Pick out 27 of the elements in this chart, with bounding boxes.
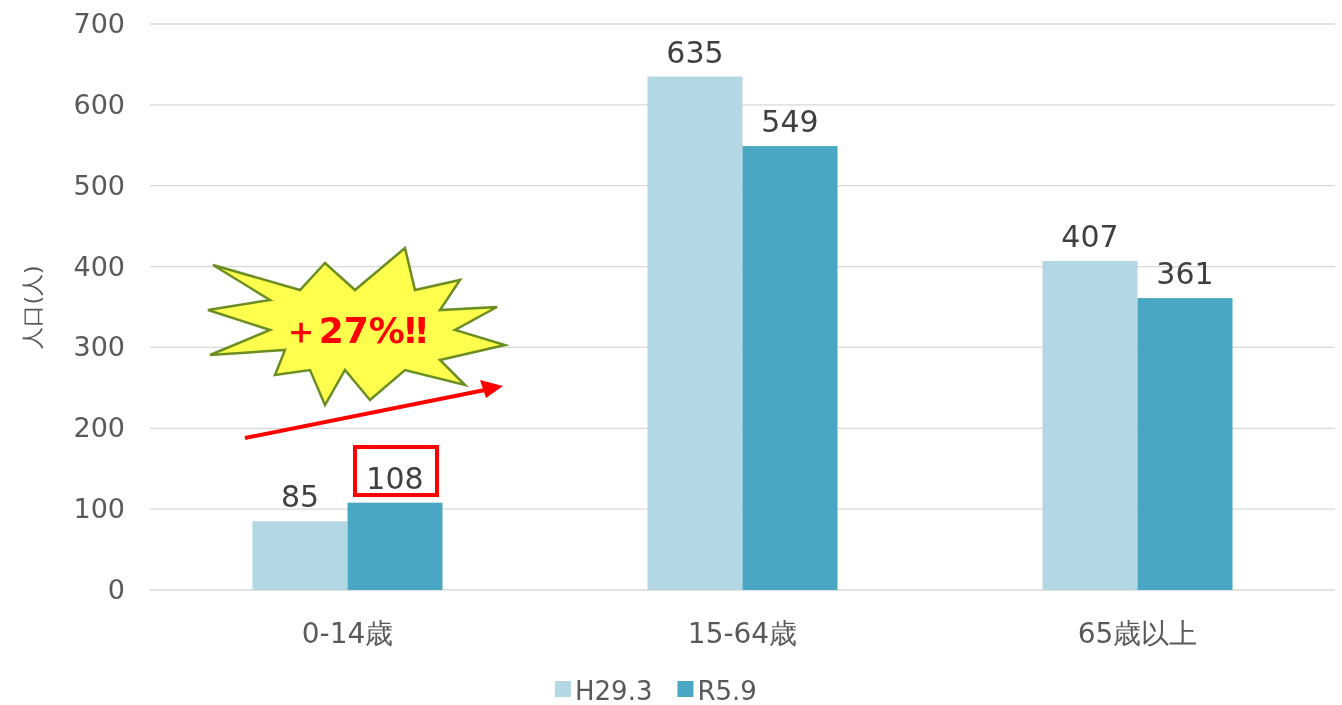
x-tick-label: 15-64歳 — [687, 617, 798, 650]
y-tick-label: 300 — [73, 331, 125, 363]
x-tick-label: 0-14歳 — [301, 617, 394, 650]
data-label: 407 — [1061, 218, 1119, 254]
legend-label: R5.9 — [697, 676, 757, 705]
data-label: 549 — [761, 104, 819, 140]
bar — [347, 502, 443, 590]
y-tick-label: 700 — [73, 8, 125, 39]
y-tick-label: 200 — [73, 412, 125, 444]
x-tick-label: 65歳以上 — [1077, 617, 1198, 650]
bar — [1042, 260, 1138, 590]
data-label: 635 — [666, 34, 724, 70]
bar — [742, 146, 838, 590]
data-label: 85 — [280, 479, 320, 515]
y-tick-label: 0 — [107, 574, 125, 605]
bar — [647, 76, 743, 590]
annotation: ＋27%‼ — [282, 310, 428, 351]
y-tick-label: 500 — [73, 169, 125, 201]
legend-label: H29.3 — [575, 676, 653, 705]
bar — [1137, 298, 1233, 590]
y-tick-label: 400 — [73, 250, 125, 282]
data-label: 108 — [366, 460, 424, 496]
y-tick-label: 600 — [73, 88, 125, 120]
data-label: 361 — [1156, 256, 1214, 292]
y-tick-label: 100 — [73, 493, 125, 525]
y-axis-title: 人口(人) — [20, 265, 45, 349]
bar — [252, 521, 348, 590]
